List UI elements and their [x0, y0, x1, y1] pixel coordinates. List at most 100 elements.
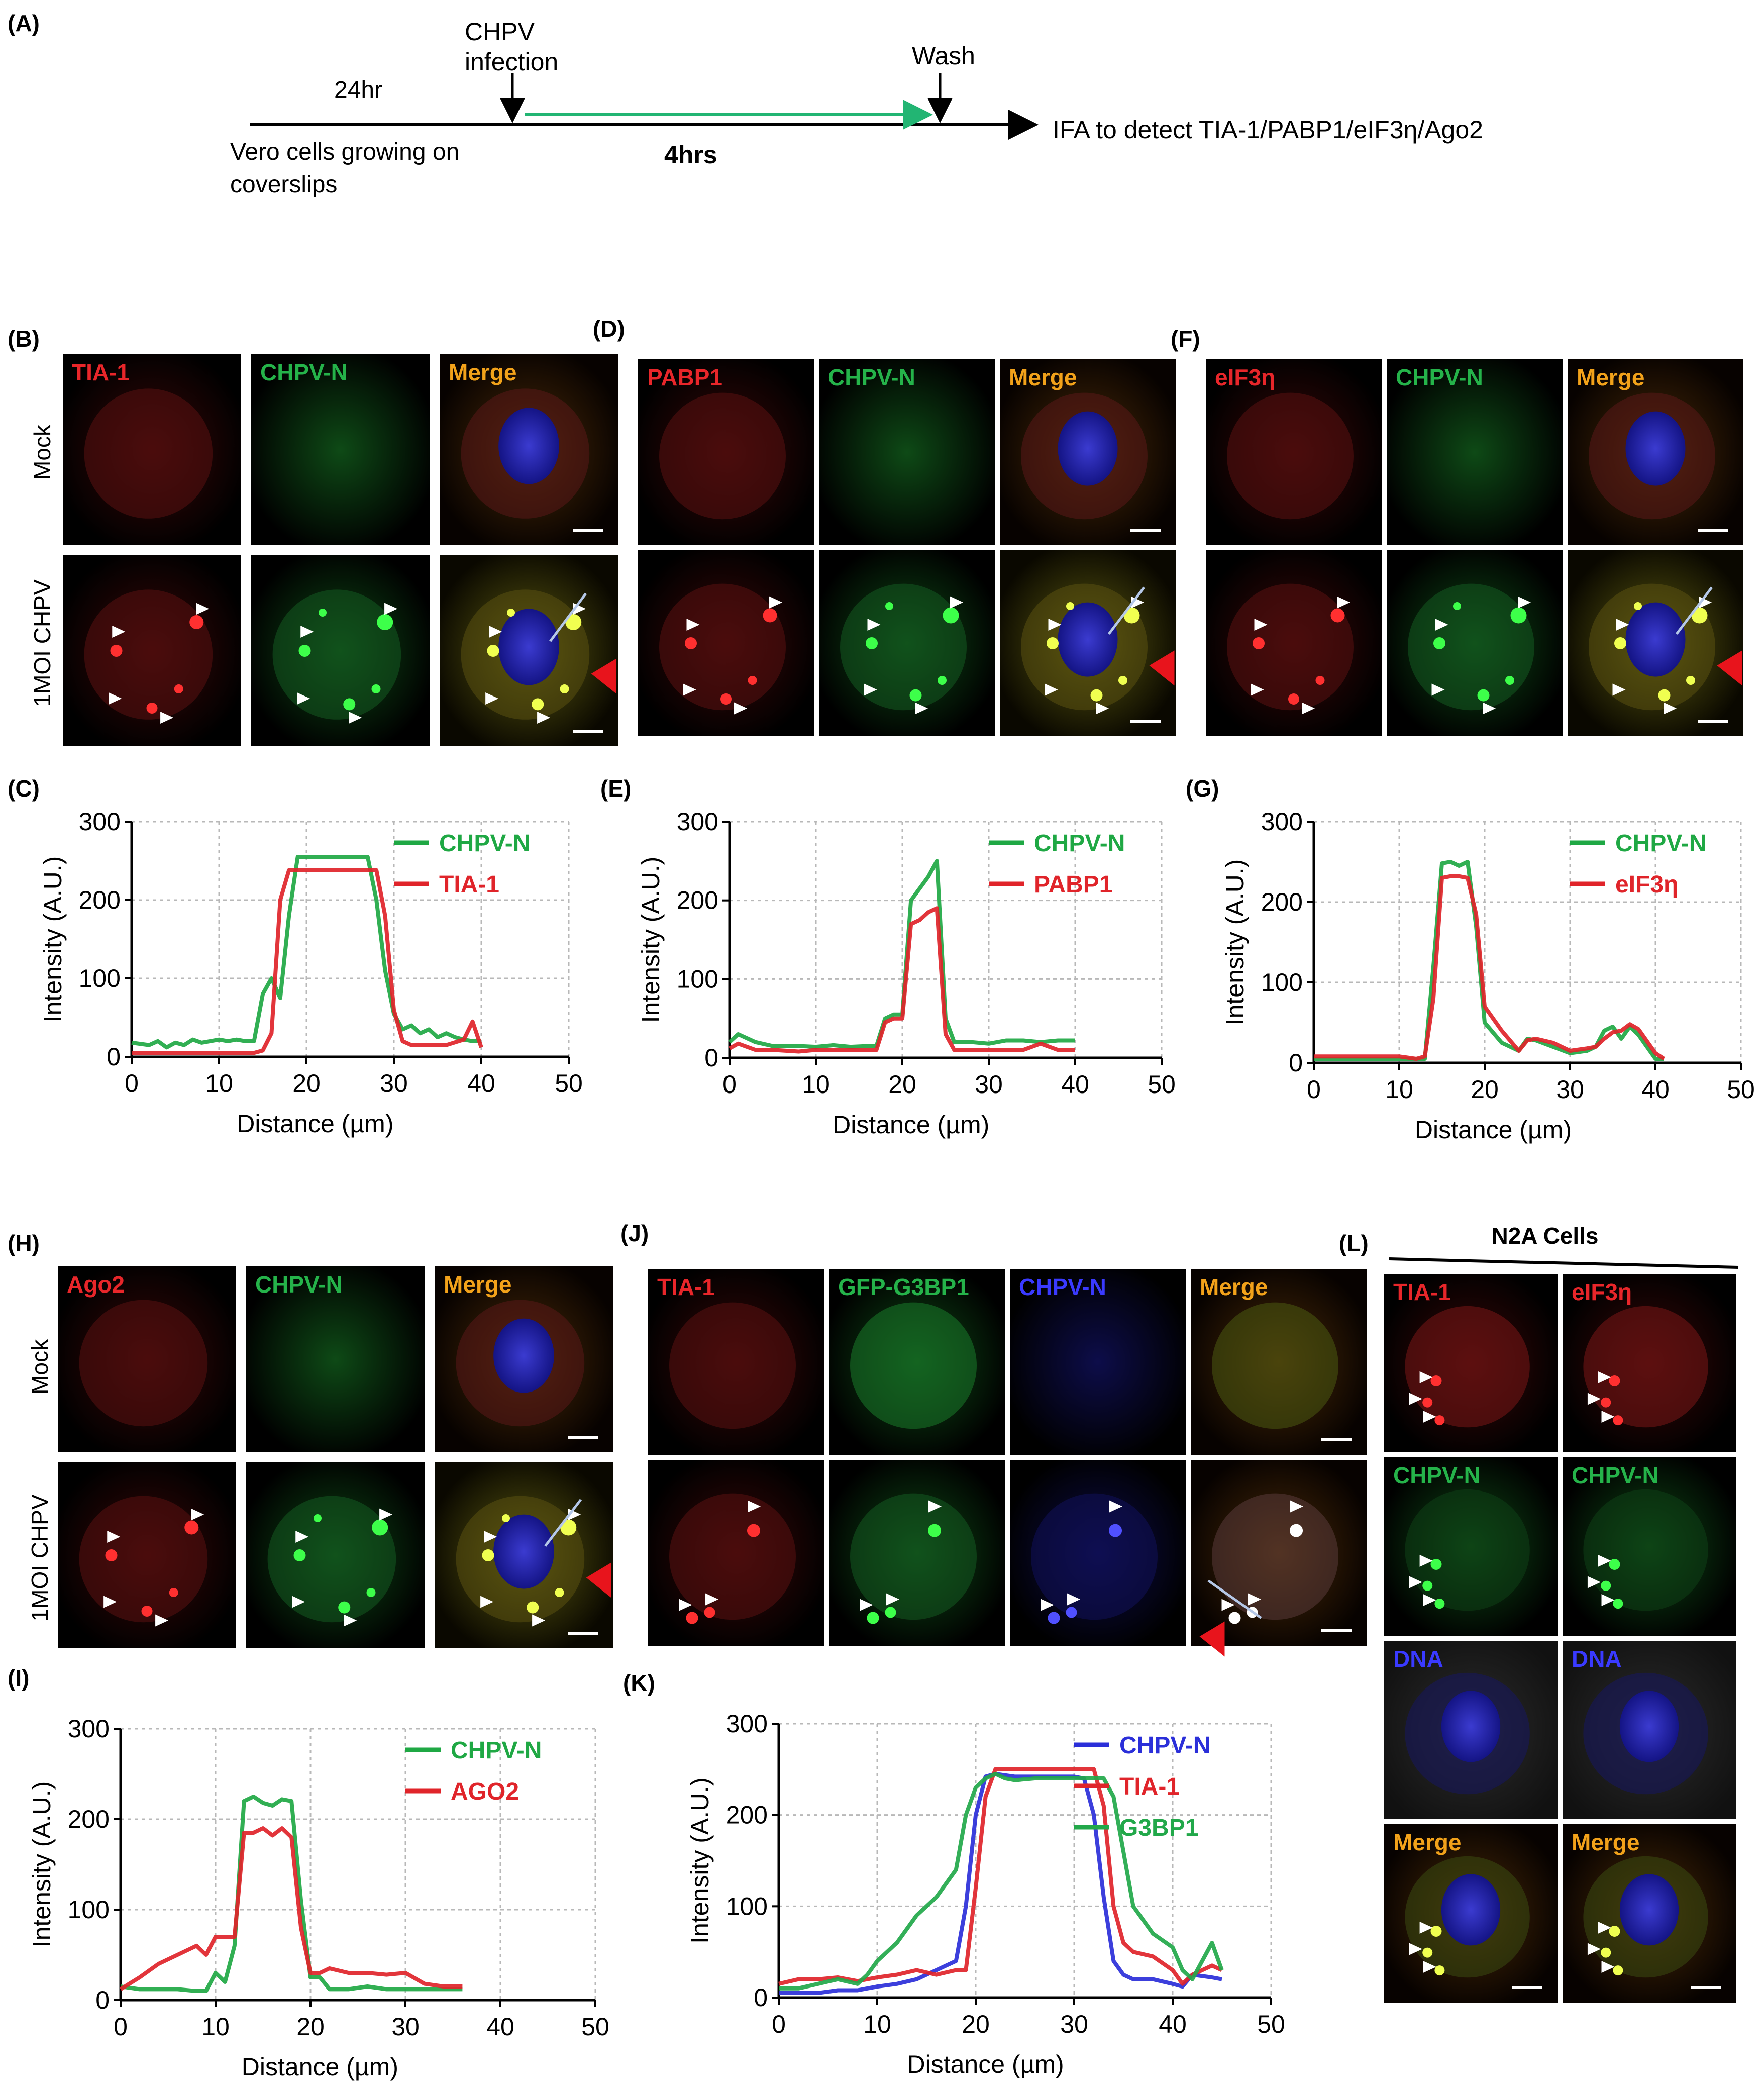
arrowhead-marker: [297, 692, 310, 705]
micrograph-tile: TIA-1: [1384, 1274, 1558, 1452]
arrowhead-marker: [679, 1599, 692, 1611]
micrograph-tile: [58, 1462, 236, 1648]
panel-letter-h: (H): [8, 1230, 40, 1256]
granule-spot: [560, 684, 569, 693]
arrowhead-marker: [1612, 683, 1626, 696]
granule-spot: [938, 676, 947, 685]
nucleus: [1441, 1691, 1501, 1762]
micrograph-tile: [1191, 1460, 1367, 1657]
x-tick-label: 40: [1641, 1075, 1670, 1104]
granule-spot: [685, 637, 697, 649]
arrowhead-marker: [485, 692, 499, 705]
arrowhead-marker: [532, 1614, 546, 1627]
arrowhead-marker: [1587, 1576, 1601, 1588]
granule-spot: [747, 1524, 760, 1537]
y-tick-label: 100: [726, 1892, 768, 1920]
micrograph-tile: Merge: [1384, 1824, 1558, 2003]
channel-label: Merge: [449, 359, 516, 385]
x-tick-label: 0: [772, 2010, 786, 2038]
granule-spot: [720, 693, 732, 705]
micrograph-tile: Merge: [1191, 1269, 1367, 1455]
granule-spot: [1433, 637, 1445, 649]
x-tick-label: 30: [391, 2013, 420, 2041]
granule-spot: [319, 609, 327, 617]
nucleus: [498, 609, 559, 685]
nucleus: [493, 1514, 554, 1589]
y-tick-label: 300: [1261, 808, 1303, 836]
granule-spot: [1477, 689, 1490, 702]
timeline-cells-line2: coverslips: [230, 171, 337, 198]
x-tick-label: 20: [296, 2013, 325, 2041]
y-tick-label: 100: [68, 1896, 110, 1924]
arrowhead-marker: [860, 1599, 873, 1611]
y-tick-label: 300: [677, 808, 718, 836]
x-axis-label: Distance (µm): [237, 1110, 393, 1138]
granule-spot: [1090, 689, 1103, 702]
granule-spot: [928, 1524, 941, 1537]
micrograph-image: [1387, 359, 1563, 545]
granule-spot: [293, 1549, 306, 1561]
arrowhead-marker: [1290, 1500, 1303, 1513]
cell-body: [84, 388, 213, 519]
granule-spot: [866, 637, 878, 649]
arrowhead-marker: [1221, 1599, 1235, 1611]
panel-letter-b: (B): [8, 326, 40, 352]
granule-spot: [1430, 1926, 1442, 1937]
legend-entry: CHPV-N: [439, 830, 530, 857]
arrowhead-marker: [1248, 1593, 1261, 1606]
legend-entry: CHPV-N: [451, 1737, 542, 1764]
granule-spot: [1123, 607, 1140, 624]
granule-spot: [377, 614, 393, 630]
cell-body: [1031, 1493, 1158, 1620]
granule-spot: [372, 1519, 388, 1536]
arrowhead-marker: [1067, 1593, 1080, 1606]
granule-spot: [110, 645, 123, 657]
arrowhead-marker: [1419, 1554, 1433, 1567]
arrowhead-marker: [1337, 596, 1350, 609]
micrograph-tile: CHPV-N: [1010, 1269, 1186, 1455]
y-axis-label: Intensity (A.U.): [637, 857, 665, 1023]
nucleus: [1441, 1874, 1501, 1946]
cell-body: [1227, 583, 1354, 711]
micrograph-tile: [1010, 1460, 1186, 1646]
arrowhead-marker: [748, 1500, 761, 1513]
cell-body: [272, 589, 401, 720]
arrowhead-marker: [344, 1614, 357, 1627]
micrograph-tile: CHPV-N: [1384, 1457, 1558, 1636]
granule-spot: [867, 1612, 879, 1624]
row-label-infected-h: 1MOI CHPV: [27, 1494, 53, 1621]
arrowhead-marker: [1048, 619, 1062, 631]
micrograph-tile: TIA-1: [63, 354, 241, 545]
x-tick-label: 20: [962, 2010, 990, 2038]
granule-spot: [1290, 1524, 1303, 1537]
line-chart-k: 0 10 20 30 40 50 0 100 200 300 Distance (µm) Intens…: [686, 1710, 1285, 2078]
granule-spot: [189, 615, 204, 629]
granule-spot: [1609, 1559, 1620, 1570]
line-scan-arrow: [591, 658, 616, 694]
granule-spot: [763, 608, 777, 623]
x-tick-label: 40: [1159, 2010, 1187, 2038]
x-tick-label: 0: [125, 1069, 139, 1098]
cell-body: [659, 583, 786, 711]
arrowhead-marker: [1041, 1599, 1054, 1611]
cell-body: [669, 1302, 796, 1429]
arrowhead-marker: [1302, 702, 1315, 715]
series-line-chpv-n: [779, 1771, 1222, 1995]
x-tick-label: 50: [1727, 1075, 1755, 1104]
x-tick-label: 20: [888, 1070, 916, 1099]
timeline-4hrs: 4hrs: [664, 141, 717, 169]
granule-spot: [1601, 1397, 1611, 1408]
y-tick-label: 0: [107, 1043, 121, 1071]
granule-spot: [1614, 637, 1626, 649]
granule-spot: [1601, 1947, 1611, 1958]
granule-spot: [909, 689, 922, 702]
micrograph-tile: [1568, 550, 1743, 736]
granule-spot: [105, 1549, 118, 1561]
granule-spot: [1613, 1415, 1623, 1426]
granule-spot: [1510, 607, 1527, 624]
arrowhead-marker: [1254, 619, 1268, 631]
granule-spot: [1118, 676, 1127, 685]
arrowhead-marker: [292, 1596, 305, 1608]
